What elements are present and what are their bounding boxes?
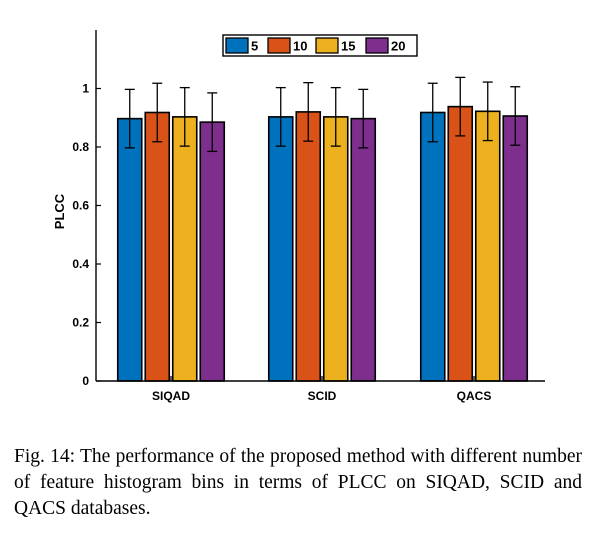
y-tick-label: 0 xyxy=(82,374,89,388)
legend-swatch-15 xyxy=(316,38,338,53)
bars-layer xyxy=(118,107,528,381)
bar-qacs-5 xyxy=(421,112,445,381)
legend-swatch-10 xyxy=(268,38,290,53)
y-tick-label: 0.6 xyxy=(72,199,89,213)
bar-scid-15 xyxy=(324,117,348,381)
bar-scid-20 xyxy=(351,119,375,381)
bar-chart: 0 0.2 0.4 0.6 0.8 1 SIQAD SCID QACS PLCC 5 10 15 20 xyxy=(0,0,597,440)
x-tick-label: SCID xyxy=(308,389,337,403)
legend-label-20: 20 xyxy=(391,39,405,54)
y-tick-label: 1 xyxy=(82,82,89,96)
bar-siqad-5 xyxy=(118,119,142,381)
bar-qacs-15 xyxy=(476,111,500,381)
figure-caption: Fig. 14: The performance of the proposed… xyxy=(14,444,582,522)
legend-swatch-5 xyxy=(226,38,248,53)
bar-scid-5 xyxy=(269,117,293,381)
legend-label-15: 15 xyxy=(341,39,355,54)
y-axis-label: PLCC xyxy=(52,193,67,229)
bar-siqad-15 xyxy=(173,117,197,381)
legend: 5 10 15 20 xyxy=(223,35,417,56)
bar-scid-10 xyxy=(296,112,320,381)
bar-qacs-20 xyxy=(503,116,527,381)
legend-swatch-20 xyxy=(366,38,388,53)
y-tick-label: 0.8 xyxy=(72,140,89,154)
bar-qacs-10 xyxy=(448,107,472,381)
legend-label-5: 5 xyxy=(251,39,258,54)
y-tick-label: 0.2 xyxy=(72,316,89,330)
x-tick-label: SIQAD xyxy=(152,389,190,403)
bar-siqad-10 xyxy=(145,112,169,381)
y-tick-label: 0.4 xyxy=(72,257,89,271)
legend-label-10: 10 xyxy=(293,39,307,54)
x-tick-label: QACS xyxy=(457,389,492,403)
bar-siqad-20 xyxy=(200,122,224,381)
